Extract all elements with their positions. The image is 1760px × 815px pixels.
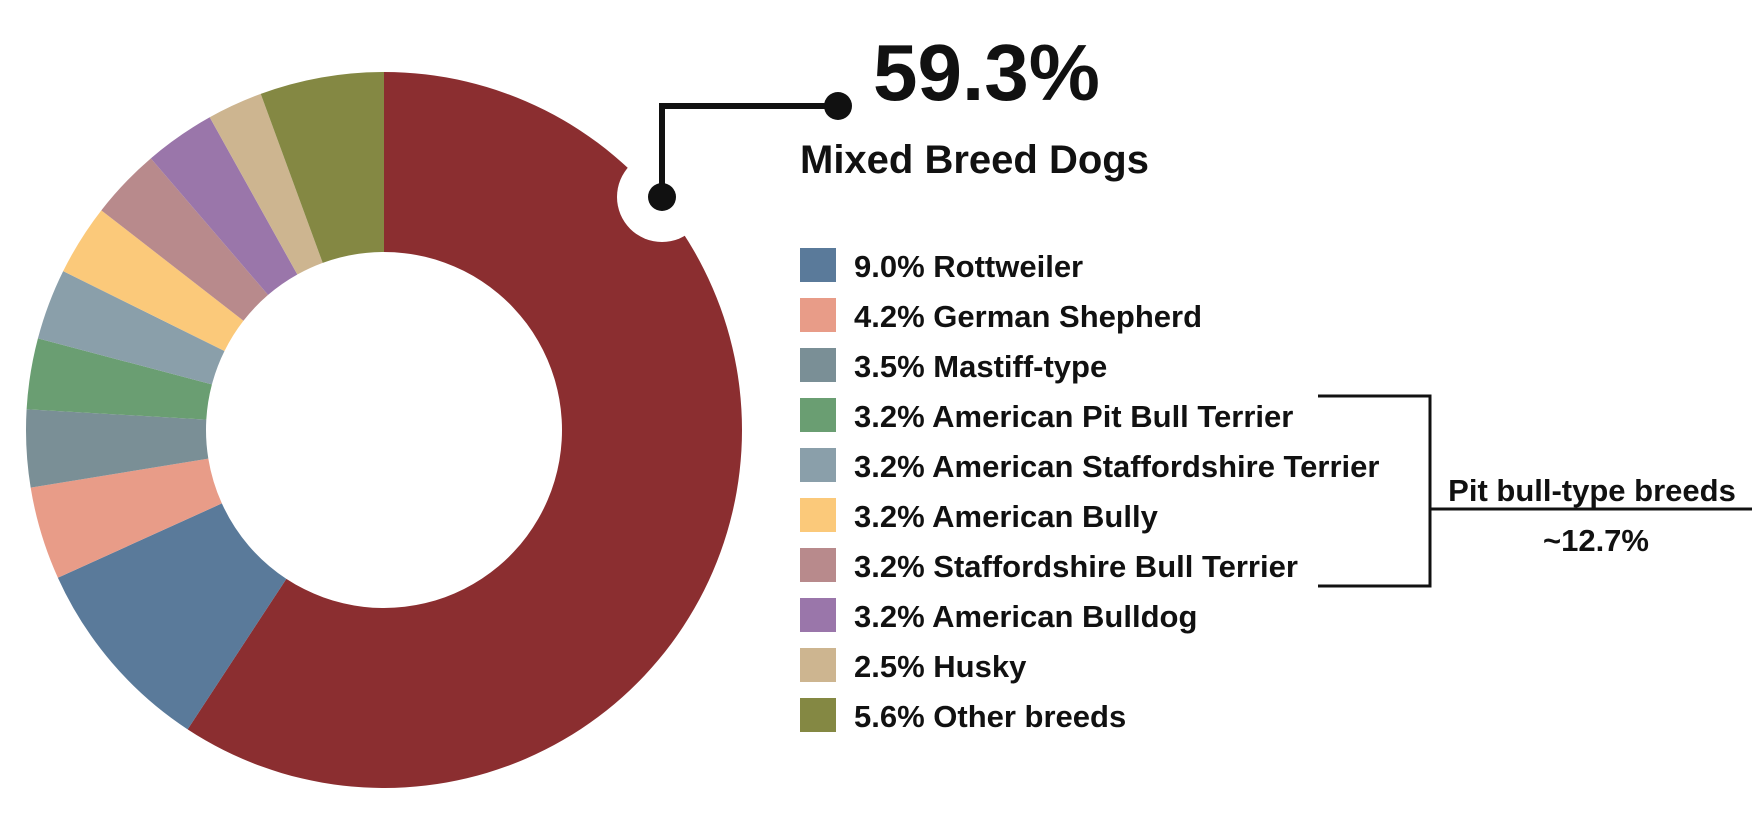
- pit-bull-group-bracket: Pit bull-type breeds ~12.7%: [1318, 394, 1752, 588]
- slice-other-breeds: [260, 72, 384, 263]
- slice-american-bully: [63, 210, 244, 352]
- slice-american-staffordshire-terrier: [37, 271, 225, 385]
- slice-mastiff-type: [25, 409, 209, 488]
- callout-dot-chart: [648, 183, 676, 211]
- legend-label-german-shepherd: 4.2% German Shepherd: [854, 299, 1202, 334]
- legend-label-american-bully: 3.2% American Bully: [854, 499, 1159, 534]
- legend-swatch-other-breeds: [800, 698, 836, 732]
- bracket-label: Pit bull-type breeds: [1448, 473, 1736, 508]
- legend-label-mastiff-type: 3.5% Mastiff-type: [854, 349, 1107, 384]
- callout-dot-label: [824, 92, 852, 120]
- legend-label-husky: 2.5% Husky: [854, 649, 1027, 684]
- callout-leader-line: [659, 103, 838, 197]
- bracket-value: ~12.7%: [1543, 523, 1649, 558]
- legend-swatch-american-pit-bull-terrier: [800, 398, 836, 432]
- slice-rottweiler: [57, 503, 287, 730]
- legend-label-rottweiler: 9.0% Rottweiler: [854, 249, 1083, 284]
- legend-label-staffordshire-bull-terrier: 3.2% Staffordshire Bull Terrier: [854, 549, 1298, 584]
- slice-mixed-breed-dogs: [187, 72, 742, 789]
- legend-swatch-german-shepherd: [800, 298, 836, 332]
- legend-swatch-american-bully: [800, 498, 836, 532]
- bracket-line: [1318, 394, 1432, 588]
- slice-german-shepherd: [30, 458, 222, 578]
- legend-label-american-staffordshire-terrier: 3.2% American Staffordshire Terrier: [854, 449, 1379, 484]
- callout-label: Mixed Breed Dogs: [800, 138, 1149, 182]
- legend-swatch-american-bulldog: [800, 598, 836, 632]
- legend-label-american-pit-bull-terrier: 3.2% American Pit Bull Terrier: [854, 399, 1293, 434]
- legend-swatch-staffordshire-bull-terrier: [800, 548, 836, 582]
- legend-label-american-bulldog: 3.2% American Bulldog: [854, 599, 1197, 634]
- legend-swatch-mastiff-type: [800, 348, 836, 382]
- slice-husky: [209, 93, 323, 275]
- slice-staffordshire-bull-terrier: [101, 158, 269, 321]
- slice-american-pit-bull-terrier: [26, 338, 212, 420]
- callout-group: 59.3% Mixed Breed Dogs: [617, 28, 1149, 242]
- legend-label-other-breeds: 5.6% Other breeds: [854, 699, 1126, 734]
- legend: 9.0% Rottweiler 4.2% German Shepherd 3.5% …: [800, 248, 1379, 734]
- legend-swatch-husky: [800, 648, 836, 682]
- legend-swatch-american-staffordshire-terrier: [800, 448, 836, 482]
- donut-slices: [25, 72, 742, 789]
- slice-american-bulldog: [150, 117, 298, 295]
- legend-swatch-rottweiler: [800, 248, 836, 282]
- callout-value: 59.3%: [873, 28, 1100, 117]
